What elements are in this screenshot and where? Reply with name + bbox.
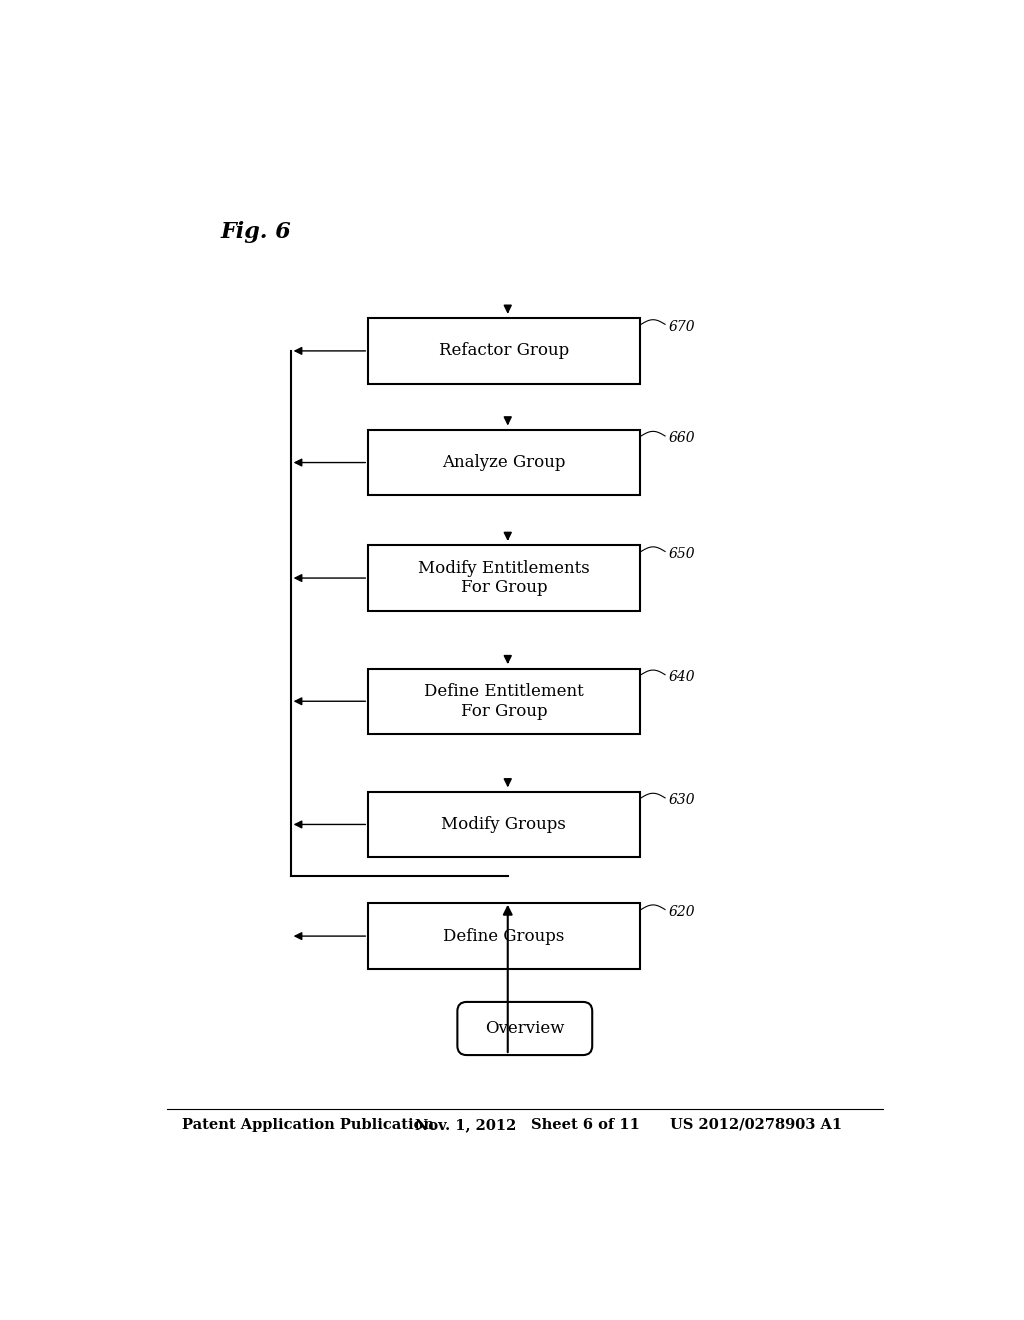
Text: Define Entitlement
For Group: Define Entitlement For Group xyxy=(424,682,584,719)
Text: US 2012/0278903 A1: US 2012/0278903 A1 xyxy=(671,1118,843,1131)
Text: Nov. 1, 2012: Nov. 1, 2012 xyxy=(415,1118,516,1131)
FancyBboxPatch shape xyxy=(458,1002,592,1055)
Text: 670: 670 xyxy=(669,319,695,334)
Text: Sheet 6 of 11: Sheet 6 of 11 xyxy=(531,1118,640,1131)
Bar xyxy=(369,903,640,969)
Bar xyxy=(369,430,640,495)
Text: Patent Application Publication: Patent Application Publication xyxy=(182,1118,434,1131)
Bar xyxy=(369,668,640,734)
Text: Fig. 6: Fig. 6 xyxy=(221,220,292,243)
Text: Refactor Group: Refactor Group xyxy=(438,342,569,359)
Text: 660: 660 xyxy=(669,432,695,445)
Text: Define Groups: Define Groups xyxy=(443,928,564,945)
Text: 620: 620 xyxy=(669,906,695,919)
Text: Modify Groups: Modify Groups xyxy=(441,816,566,833)
Text: Overview: Overview xyxy=(485,1020,564,1038)
Text: Modify Entitlements
For Group: Modify Entitlements For Group xyxy=(418,560,590,597)
Bar xyxy=(369,318,640,384)
Text: 650: 650 xyxy=(669,546,695,561)
Bar xyxy=(369,545,640,611)
Text: 630: 630 xyxy=(669,793,695,808)
Text: 640: 640 xyxy=(669,671,695,684)
Bar xyxy=(369,792,640,857)
Text: Analyze Group: Analyze Group xyxy=(442,454,565,471)
